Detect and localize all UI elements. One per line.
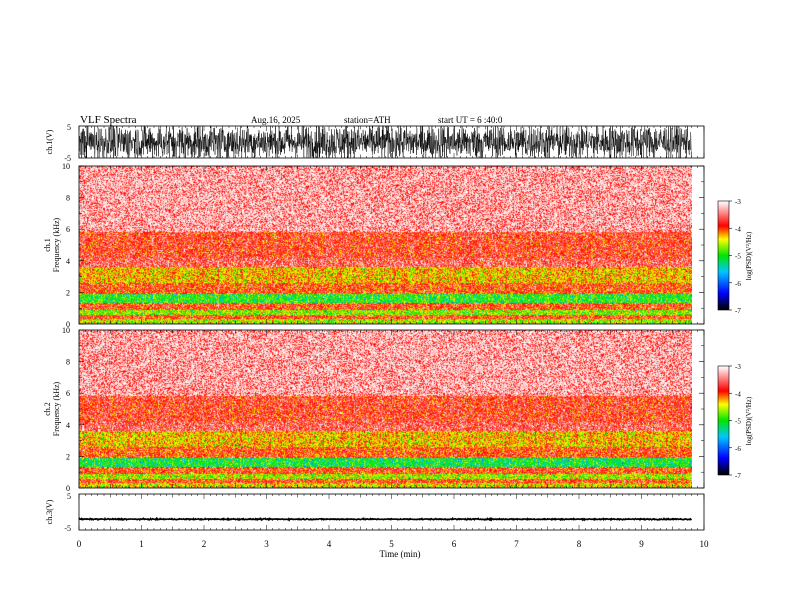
x-tick-label: 9 bbox=[639, 539, 644, 549]
y-tick-label: 6 bbox=[66, 225, 70, 234]
station-label: station=ATH bbox=[344, 115, 391, 125]
waveform-ch3-xticks bbox=[78, 494, 705, 530]
colorbar-tick-label: -7 bbox=[735, 307, 741, 315]
colorbar-tick-label: -3 bbox=[735, 363, 741, 371]
x-tick-label: 6 bbox=[452, 539, 457, 549]
y-tick-label: 2 bbox=[66, 452, 70, 461]
waveform-ch3-ytick-bottom: -5 bbox=[64, 524, 71, 533]
spectrogram-ch2-yticks: 0 2 4 6 8 10 bbox=[62, 326, 704, 493]
waveform-ch3-panel: 5 -5 ch.3(V) bbox=[45, 492, 705, 533]
colorbar-tick-label: -3 bbox=[735, 198, 741, 206]
spectrogram-ch2-image bbox=[79, 330, 692, 488]
y-tick-label: 8 bbox=[66, 194, 70, 203]
spectrogram-ch1-panel: 0 2 4 6 8 10 ch.1 Frequency (kHz) bbox=[43, 162, 705, 329]
x-tick-label: 7 bbox=[514, 539, 519, 549]
colorbar-tick-label: -4 bbox=[735, 225, 741, 233]
spectrogram-ch2-panel: 0 2 4 6 8 10 ch.2 Frequency (kHz) bbox=[43, 326, 705, 493]
spectrogram-ch1-ylabel-line1: ch.1 bbox=[43, 238, 52, 252]
colorbar-ch2-label: log(PSD)(V²/Hz) bbox=[745, 396, 753, 445]
colorbar-ch1-label: log(PSD)(V²/Hz) bbox=[745, 231, 753, 280]
colorbar-tick-label: -5 bbox=[735, 418, 741, 426]
spectrogram-ch2-ylabel-line2: Frequency (kHz) bbox=[52, 381, 61, 436]
date-label: Aug.16, 2025 bbox=[251, 115, 301, 125]
waveform-ch1-xticks bbox=[78, 126, 705, 158]
x-axis-ticklabels: 0 1 2 3 4 5 6 7 8 9 10 bbox=[77, 539, 709, 549]
x-tick-label: 4 bbox=[327, 539, 332, 549]
y-tick-label: 0 bbox=[66, 320, 70, 329]
waveform-ch1-ytick-bottom: -5 bbox=[64, 154, 71, 163]
start-ut-label: start UT = 6 :40:0 bbox=[438, 115, 503, 125]
y-tick-label: 10 bbox=[62, 326, 70, 335]
waveform-line bbox=[78, 125, 692, 159]
x-tick-label: 3 bbox=[264, 539, 269, 549]
colorbar-tick-label: -7 bbox=[735, 472, 741, 480]
colorbar-ch2-gradient bbox=[718, 366, 729, 475]
colorbar-ch1-ticks: -3 -4 -5 -6 -7 bbox=[729, 198, 741, 315]
waveform-ch3-ytick-top: 5 bbox=[67, 492, 71, 501]
colorbar-ch1-gradient bbox=[718, 201, 729, 310]
waveform-ch3-ylabel: ch.3(V) bbox=[45, 499, 54, 524]
x-tick-label: 5 bbox=[389, 539, 394, 549]
x-tick-label: 1 bbox=[139, 539, 144, 549]
y-tick-label: 10 bbox=[62, 162, 70, 171]
y-tick-label: 8 bbox=[66, 358, 70, 367]
spectrogram-ch1-image bbox=[79, 166, 692, 324]
colorbar-tick-label: -5 bbox=[735, 253, 741, 261]
waveform-ch1-panel: 5 -5 ch.1(V) bbox=[45, 123, 705, 163]
waveform-ch1-trace bbox=[78, 125, 692, 159]
colorbar-tick-label: -6 bbox=[735, 445, 741, 453]
colorbar-tick-label: -4 bbox=[735, 390, 741, 398]
waveform-ch3-trace bbox=[78, 516, 693, 522]
y-tick-label: 6 bbox=[66, 389, 70, 398]
waveform-ch1-ytick-top: 5 bbox=[67, 123, 71, 132]
y-tick-label: 4 bbox=[66, 421, 70, 430]
y-tick-label: 0 bbox=[66, 484, 70, 493]
spectrogram-ch2-ylabel-line1: ch.2 bbox=[43, 402, 52, 416]
x-tick-label: 8 bbox=[577, 539, 582, 549]
waveform-ch1-ylabel: ch.1(V) bbox=[45, 129, 54, 154]
x-tick-label: 10 bbox=[700, 539, 710, 549]
colorbar-ch2: -3 -4 -5 -6 -7 log(PSD)(V²/Hz) bbox=[717, 363, 753, 480]
spectrogram-ch1-yticks: 0 2 4 6 8 10 bbox=[62, 162, 704, 329]
waveform-ch3-frame bbox=[78, 493, 705, 531]
x-tick-label: 0 bbox=[77, 539, 82, 549]
spectrogram-ch1-ylabel-line2: Frequency (kHz) bbox=[52, 217, 61, 272]
figure-title: VLF Spectra bbox=[80, 114, 137, 126]
colorbar-tick-label: -6 bbox=[735, 280, 741, 288]
x-tick-label: 2 bbox=[202, 539, 207, 549]
colorbar-ch1: -3 -4 -5 -6 -7 log(PSD)(V²/Hz) bbox=[717, 198, 753, 315]
x-axis-label: Time (min) bbox=[380, 549, 421, 559]
y-tick-label: 2 bbox=[66, 288, 70, 297]
colorbar-ch2-ticks: -3 -4 -5 -6 -7 bbox=[729, 363, 741, 480]
waveform-line bbox=[78, 516, 693, 522]
spectrogram-ch2-xticks bbox=[78, 330, 705, 488]
spectrogram-ch1-xticks bbox=[78, 166, 705, 324]
y-tick-label: 4 bbox=[66, 257, 70, 266]
